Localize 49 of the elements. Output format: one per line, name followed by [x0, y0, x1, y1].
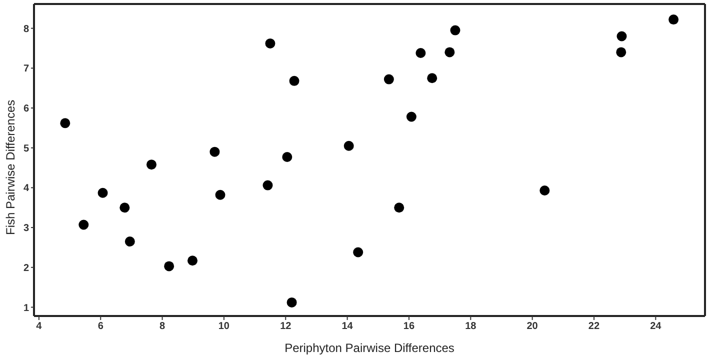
- point: [124, 236, 135, 246]
- point: [616, 31, 627, 42]
- y-tick-label: 3: [23, 223, 30, 234]
- x-tick-label: 4: [36, 321, 42, 332]
- y-tick-label: 5: [23, 143, 30, 154]
- point: [394, 202, 404, 213]
- point: [344, 140, 354, 151]
- point: [262, 180, 273, 190]
- point: [416, 48, 426, 58]
- point: [540, 185, 550, 196]
- point: [353, 247, 364, 258]
- x-tick-label: 22: [588, 321, 600, 332]
- x-tick-label: 16: [403, 321, 415, 332]
- x-tick-label: 18: [465, 321, 477, 332]
- x-tick-label: 20: [526, 321, 538, 332]
- point: [427, 73, 438, 84]
- point: [60, 118, 70, 128]
- point: [78, 220, 89, 230]
- x-tick-label: 24: [650, 321, 662, 332]
- y-tick-label: 6: [23, 104, 30, 115]
- x-tick-label: 6: [98, 321, 104, 332]
- point: [384, 74, 394, 84]
- point: [282, 152, 292, 162]
- x-tick-label: 8: [160, 321, 166, 332]
- point: [286, 297, 297, 308]
- y-tick-label: 7: [23, 64, 30, 75]
- point: [616, 47, 626, 58]
- point: [289, 76, 300, 86]
- y-axis-title: Fish Pairwise Differences: [3, 100, 18, 235]
- point: [210, 146, 220, 157]
- point: [668, 14, 679, 25]
- y-tick-label: 2: [23, 262, 30, 274]
- point: [146, 160, 156, 170]
- y-tick-label: 1: [23, 302, 30, 314]
- point: [215, 190, 226, 200]
- point: [120, 202, 130, 213]
- point: [98, 188, 108, 198]
- y-tick-label: 4: [23, 183, 30, 194]
- point: [450, 25, 460, 36]
- point: [265, 38, 276, 48]
- point: [406, 112, 416, 122]
- x-tick-label: 12: [280, 321, 292, 332]
- y-tick-label: 8: [23, 24, 30, 35]
- point: [188, 256, 198, 266]
- x-axis-title: Periphyton Pairwise Differences: [284, 341, 454, 355]
- x-tick-label: 10: [218, 321, 230, 332]
- point: [164, 261, 174, 272]
- x-tick-label: 14: [342, 321, 354, 332]
- point: [444, 47, 455, 58]
